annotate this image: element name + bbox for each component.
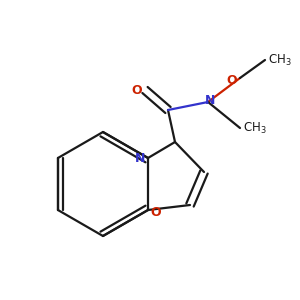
Text: O: O (151, 206, 161, 218)
Text: CH$_3$: CH$_3$ (268, 52, 292, 68)
Text: O: O (132, 83, 142, 97)
Text: CH$_3$: CH$_3$ (243, 120, 267, 136)
Text: N: N (205, 94, 215, 106)
Text: O: O (227, 74, 237, 86)
Text: N: N (135, 152, 145, 164)
